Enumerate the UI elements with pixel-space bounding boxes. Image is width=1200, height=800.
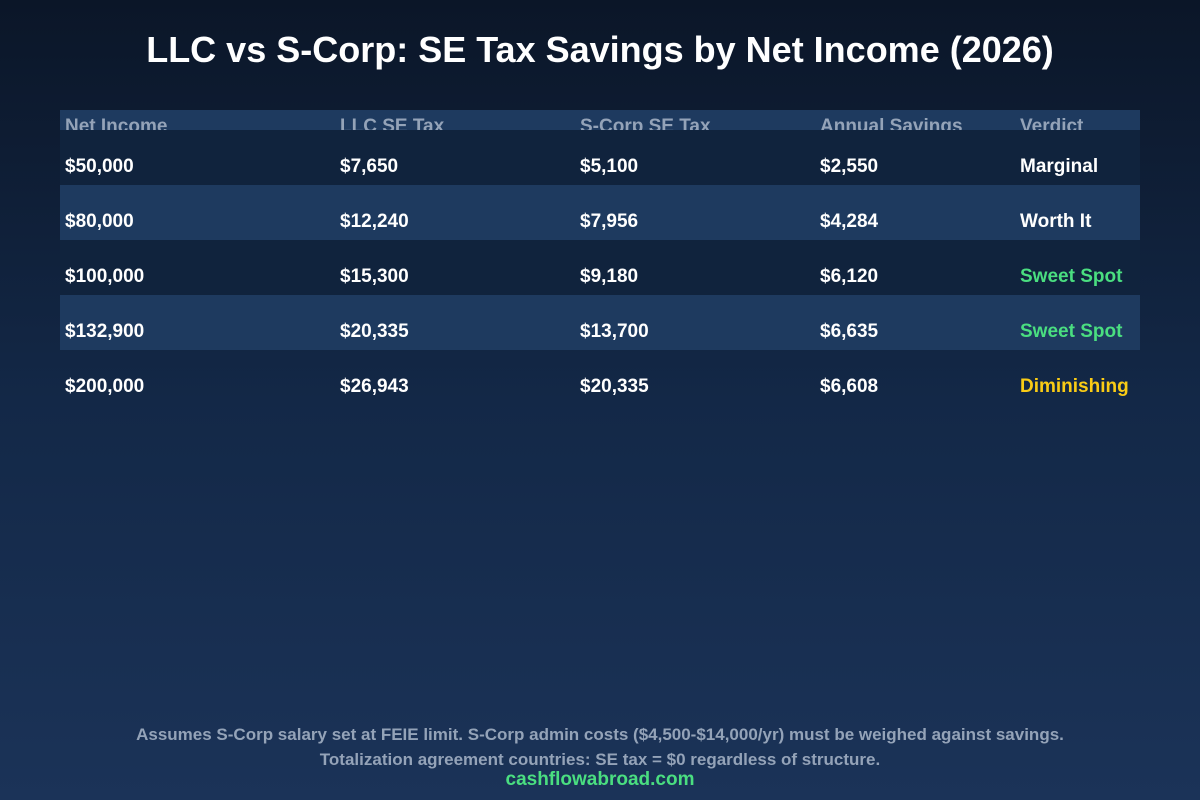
table-row: $50,000 $7,650 $5,100 $2,550 Marginal [60, 130, 1140, 185]
cell: $132,900 [65, 321, 145, 342]
verdict: Sweet Spot [1020, 321, 1123, 342]
source: cashflowabroad.com [505, 769, 695, 790]
cell: $20,335 [340, 321, 409, 342]
cell: $7,956 [580, 211, 639, 232]
cell: $7,650 [340, 156, 399, 177]
cell: $12,240 [340, 211, 409, 232]
cell: $6,635 [820, 321, 879, 342]
verdict: Worth It [1020, 211, 1092, 232]
cell: $6,120 [820, 266, 879, 287]
cell: $50,000 [65, 156, 134, 177]
cell: $200,000 [65, 376, 145, 397]
cell: $5,100 [580, 156, 639, 177]
cell: $2,550 [820, 156, 879, 177]
cell: $6,608 [820, 376, 879, 397]
table-row: $132,900 $20,335 $13,700 $6,635 Sweet Spot [60, 295, 1140, 350]
cell: $13,700 [580, 321, 649, 342]
cell: $100,000 [65, 266, 145, 287]
cell: $4,284 [820, 211, 879, 232]
table-row: $100,000 $15,300 $9,180 $6,120 Sweet Spot [60, 240, 1140, 295]
cell: $15,300 [340, 266, 409, 287]
page-title: LLC vs S-Corp: SE Tax Savings by Net Inc… [146, 29, 1054, 70]
table-row: $80,000 $12,240 $7,956 $4,284 Worth It [60, 185, 1140, 240]
verdict: Sweet Spot [1020, 266, 1123, 287]
verdict: Marginal [1020, 156, 1099, 177]
cell: $20,335 [580, 376, 649, 397]
cell: $80,000 [65, 211, 134, 232]
footnote: Totalization agreement countries: SE tax… [319, 750, 881, 769]
savings-table: Net Income LLC SE Tax S-Corp SE Tax Annual … [60, 110, 1140, 405]
header-row: Net Income LLC SE Tax S-Corp SE Tax Annual … [60, 110, 1140, 137]
verdict: Diminishing [1020, 376, 1129, 397]
table-row: $200,000 $26,943 $20,335 $6,608 Diminishing [60, 350, 1140, 405]
cell: $9,180 [580, 266, 639, 287]
cell: $26,943 [340, 376, 409, 397]
footnote: Assumes S-Corp salary set at FEIE limit.… [136, 725, 1064, 744]
